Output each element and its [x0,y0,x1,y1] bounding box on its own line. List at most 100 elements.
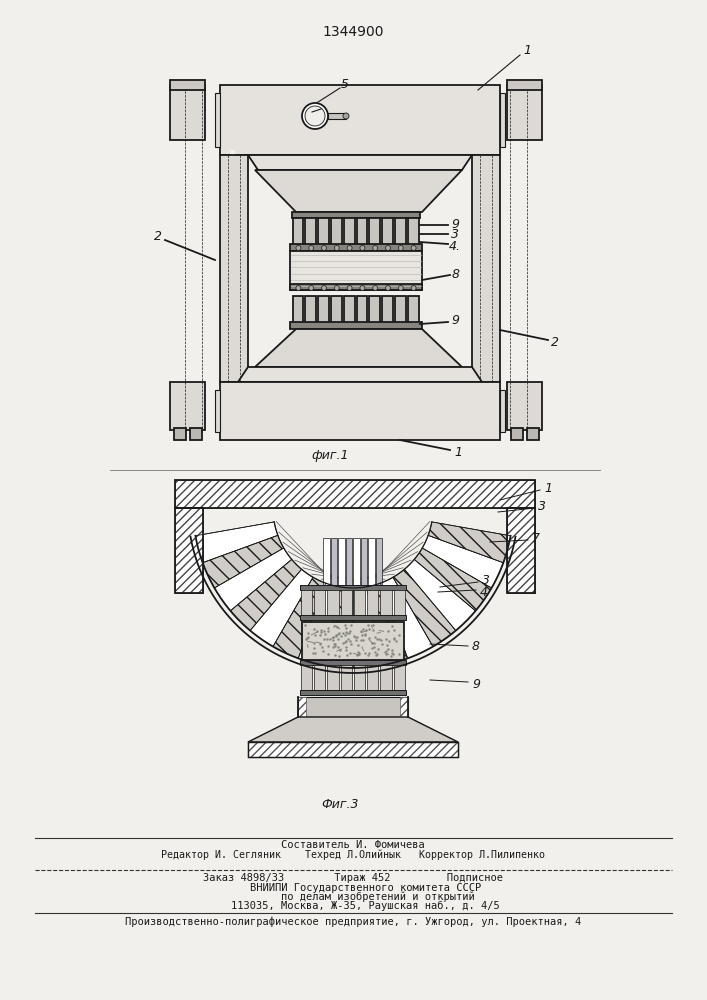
Bar [300,665,312,690]
Circle shape [385,245,390,250]
Bar [305,296,316,324]
Bar [354,665,365,690]
Bar [298,697,306,722]
Text: Заказ 4898/33        Тираж 452         Подписное: Заказ 4898/33 Тираж 452 Подписное [203,873,503,883]
Polygon shape [255,170,462,212]
Bar [248,742,458,757]
Bar [293,296,303,324]
Circle shape [347,286,352,290]
Bar [318,218,329,246]
Polygon shape [353,587,381,668]
Bar [395,296,406,324]
Bar [527,428,539,440]
Bar [408,296,419,324]
Text: Составитель И. Фомичева: Составитель И. Фомичева [281,840,425,850]
Bar [298,697,408,717]
Text: 113035, Москва, Ж-35, Раушская наб., д. 4/5: 113035, Москва, Ж-35, Раушская наб., д. … [206,901,500,911]
Polygon shape [422,535,503,588]
Circle shape [347,245,352,250]
Bar [248,742,458,757]
Bar [472,155,500,382]
Circle shape [296,245,301,250]
Bar [175,480,535,508]
Bar [170,80,205,90]
Bar [302,622,404,660]
Bar [382,218,393,246]
Bar [318,296,329,324]
Polygon shape [195,522,278,563]
Bar [356,218,368,246]
Polygon shape [273,577,326,658]
Bar [175,480,535,508]
Circle shape [360,245,365,250]
Circle shape [322,245,327,250]
Polygon shape [214,548,292,611]
Text: 3: 3 [451,229,459,241]
Bar [344,218,354,246]
Polygon shape [248,717,458,742]
Bar [353,538,359,588]
Bar [338,538,344,588]
Circle shape [322,286,327,290]
Polygon shape [428,522,510,563]
Bar [170,85,205,140]
Bar [367,590,378,620]
Bar [314,665,325,690]
Bar [341,665,352,690]
Bar [230,150,235,155]
Bar [346,538,352,588]
Text: 9: 9 [472,678,480,690]
Bar [300,615,406,620]
Bar [175,508,203,593]
Bar [507,80,542,90]
Bar [190,428,202,440]
Bar [344,296,354,324]
Bar [354,590,365,620]
Text: 9: 9 [451,219,459,232]
Text: 2: 2 [154,231,162,243]
Bar [341,590,352,620]
Bar [293,218,303,246]
Bar [361,538,367,588]
Circle shape [296,286,301,290]
Text: 9: 9 [451,314,459,326]
Bar [290,244,422,251]
Bar [330,538,337,588]
Polygon shape [255,329,462,367]
Bar [220,85,500,155]
Bar [175,508,203,593]
Circle shape [373,286,378,290]
Text: 1: 1 [523,43,531,56]
Text: 5: 5 [341,78,349,91]
Bar [368,538,375,588]
Bar [300,585,406,590]
Bar [380,665,392,690]
Circle shape [334,286,339,290]
Bar [500,390,505,432]
Bar [408,218,419,246]
Bar [220,155,248,382]
Text: фиг.1: фиг.1 [311,448,349,462]
Bar [507,85,542,140]
Text: 7: 7 [532,532,540,546]
Bar [507,508,535,593]
Circle shape [334,245,339,250]
Bar [170,382,205,430]
Bar [248,742,458,757]
Circle shape [343,113,349,119]
Text: 1: 1 [544,482,552,494]
Circle shape [411,245,416,250]
Text: 8: 8 [452,267,460,280]
Circle shape [398,245,403,250]
Text: 2: 2 [551,336,559,349]
Circle shape [411,286,416,290]
Bar [394,665,405,690]
Text: Редактор И. Сегляник    Техред Л.Олийнык   Корректор Л.Пилипенко: Редактор И. Сегляник Техред Л.Олийнык Ко… [161,850,545,860]
Bar [500,93,505,147]
Bar [331,296,341,324]
Polygon shape [414,548,491,611]
Text: 4: 4 [480,585,488,598]
Polygon shape [380,577,433,658]
Bar [507,382,542,430]
Bar [290,284,422,290]
